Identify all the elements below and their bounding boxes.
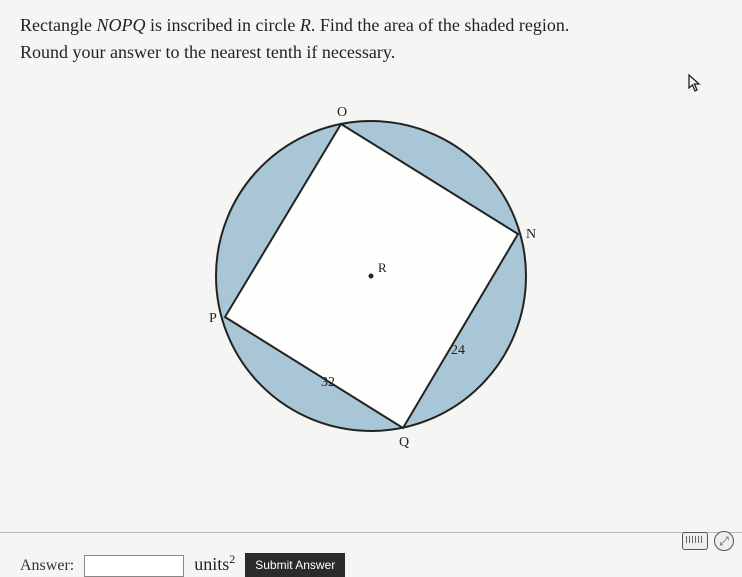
geometry-diagram: R O N P Q 32 24 [181, 86, 561, 466]
diagram-container: R O N P Q 32 24 [20, 86, 722, 466]
vertex-label-p: P [209, 311, 217, 326]
units-exponent: 2 [229, 552, 235, 566]
prompt-mid: is inscribed in circle [145, 15, 299, 35]
side-qn-length: 24 [451, 343, 465, 358]
prompt-post: . Find the area of the shaded region. [311, 15, 569, 35]
center-point [369, 274, 374, 279]
answer-input[interactable] [84, 555, 184, 577]
prompt-pre: Rectangle [20, 15, 96, 35]
units-label: units2 [194, 552, 235, 577]
divider [0, 532, 742, 533]
prompt-line-1: Rectangle NOPQ is inscribed in circle R.… [20, 12, 722, 39]
vertex-label-o: O [337, 105, 347, 120]
question-page: Rectangle NOPQ is inscribed in circle R.… [0, 0, 742, 577]
side-pq-length: 32 [321, 375, 335, 390]
answer-row: Answer: units2 Submit Answer [0, 547, 742, 577]
rectangle-name: NOPQ [96, 15, 145, 35]
cursor-icon [688, 74, 702, 97]
answer-label: Answer: [20, 557, 74, 577]
prompt-line-2: Round your answer to the nearest tenth i… [20, 39, 722, 66]
submit-answer-button[interactable]: Submit Answer [245, 553, 345, 577]
units-base: units [194, 554, 229, 574]
vertex-label-n: N [526, 227, 536, 242]
circle-name: R [300, 15, 311, 35]
vertex-label-q: Q [399, 435, 409, 450]
center-label: R [378, 260, 387, 275]
